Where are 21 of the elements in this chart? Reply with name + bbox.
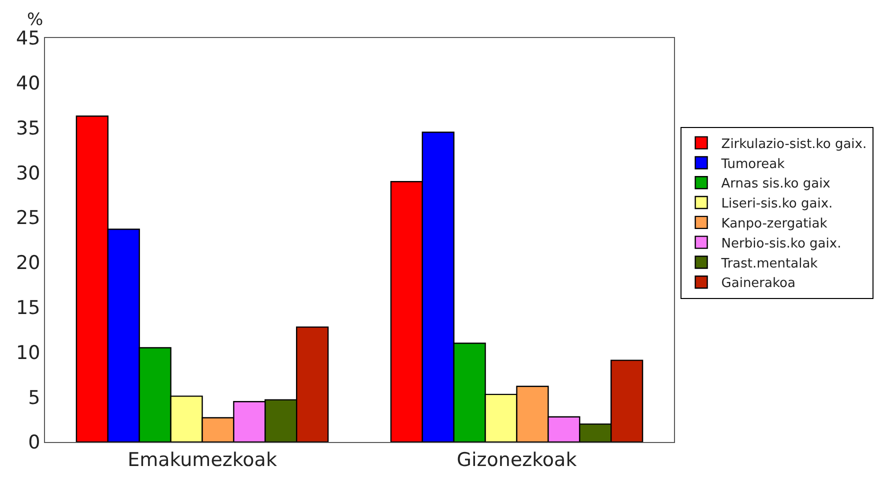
y-tick-label: 30 (16, 162, 40, 184)
legend-label: Kanpo-zergatiak (721, 216, 828, 232)
y-tick-label: 45 (16, 28, 40, 50)
legend-label: Zirkulazio-sist.ko gaix. (721, 136, 867, 152)
x-tick-label: Emakumezkoak (128, 448, 277, 471)
y-tick-label: 35 (16, 117, 40, 140)
y-tick-label: 20 (16, 252, 40, 274)
y-tick-label: 10 (16, 342, 40, 364)
legend-label: Tumoreak (720, 156, 786, 172)
y-tick-label: 25 (16, 207, 40, 230)
legend-label: Nerbio-sis.ko gaix. (721, 236, 842, 252)
legend-label: Gainerakoa (721, 276, 796, 292)
legend-label: Liseri-sis.ko gaix. (721, 196, 833, 212)
y-tick-label: 40 (16, 72, 40, 95)
legend-label: Arnas sis.ko gaix (721, 176, 831, 192)
y-tick-label: 0 (28, 432, 40, 454)
y-tick-label: 5 (28, 386, 40, 409)
legend-label: Trast.mentalak (720, 256, 818, 272)
y-axis-title: % (27, 10, 44, 30)
y-tick-label: 15 (16, 296, 40, 319)
x-tick-label: Gizonezkoak (456, 448, 577, 471)
